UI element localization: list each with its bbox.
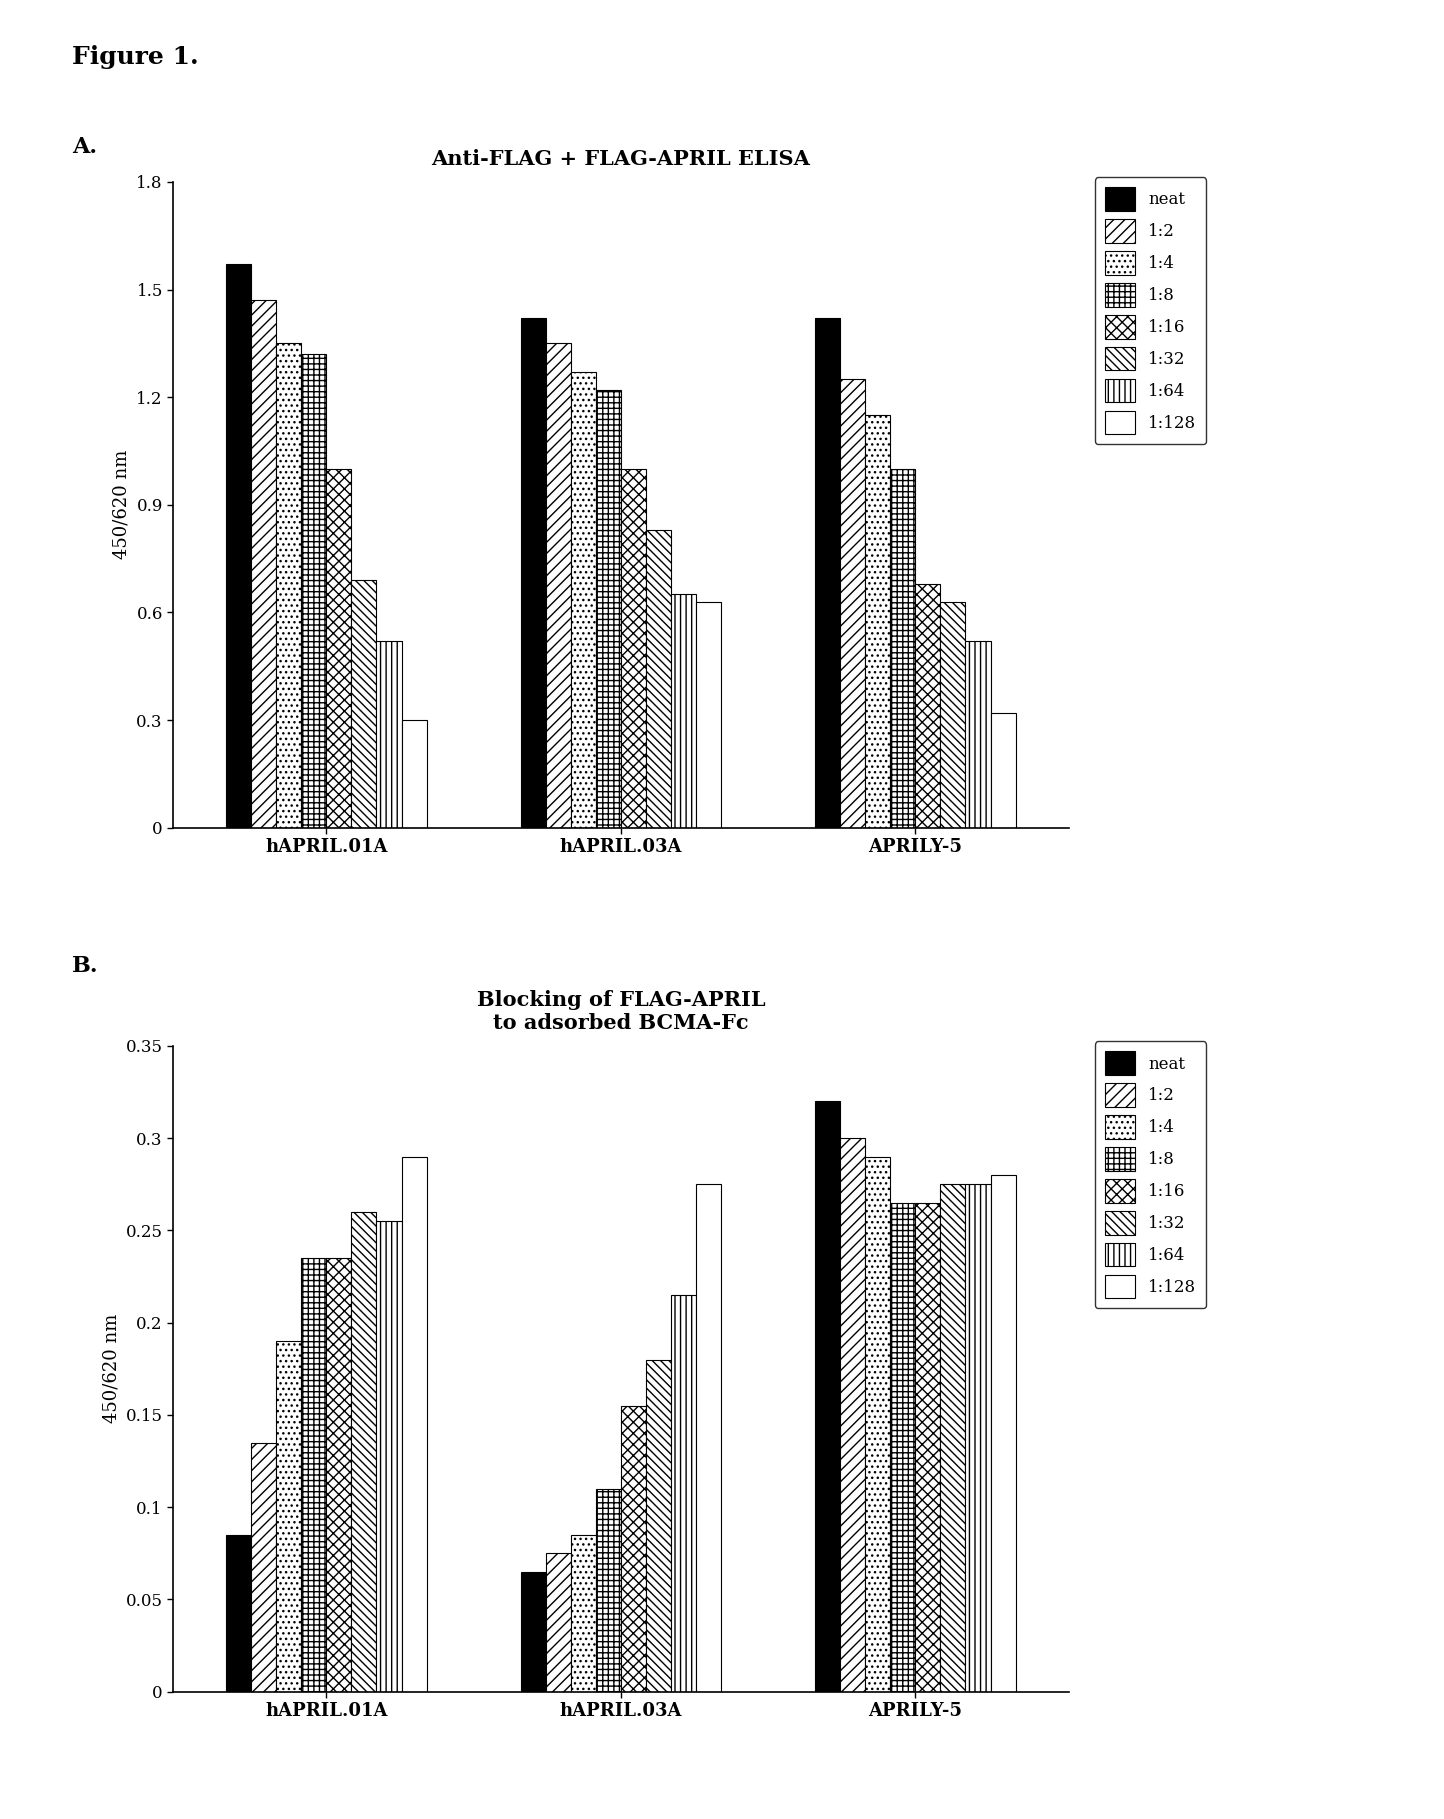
Title: Anti-FLAG + FLAG-APRIL ELISA: Anti-FLAG + FLAG-APRIL ELISA (432, 149, 810, 169)
Bar (915, 584, 940, 828)
Bar (227, 264, 251, 828)
Bar (991, 1175, 1015, 1692)
Bar (696, 602, 721, 828)
Bar (840, 378, 865, 828)
Bar (546, 1553, 570, 1692)
Bar (621, 1406, 645, 1692)
Bar (940, 602, 966, 828)
Bar (671, 1295, 696, 1692)
Bar (377, 640, 401, 828)
Bar (276, 344, 302, 828)
Bar (671, 595, 696, 828)
Bar (865, 415, 891, 828)
Bar (351, 580, 377, 828)
Text: Figure 1.: Figure 1. (72, 45, 199, 69)
Bar (326, 469, 351, 828)
Bar (621, 469, 645, 828)
Bar (891, 1202, 915, 1692)
Bar (570, 373, 596, 828)
Bar (227, 1535, 251, 1692)
Bar (302, 1259, 326, 1692)
Bar (645, 529, 671, 828)
Bar (840, 1139, 865, 1692)
Bar (940, 1184, 966, 1692)
Bar (816, 318, 840, 828)
Bar (377, 1221, 401, 1692)
Bar (596, 389, 621, 828)
Bar (816, 1100, 840, 1692)
Bar (966, 640, 991, 828)
Bar (966, 1184, 991, 1692)
Bar (891, 469, 915, 828)
Bar (596, 1488, 621, 1692)
Legend: neat, 1:2, 1:4, 1:8, 1:16, 1:32, 1:64, 1:128: neat, 1:2, 1:4, 1:8, 1:16, 1:32, 1:64, 1… (1095, 1040, 1206, 1308)
Y-axis label: 450/620 nm: 450/620 nm (103, 1313, 120, 1424)
Bar (865, 1157, 891, 1692)
Legend: neat, 1:2, 1:4, 1:8, 1:16, 1:32, 1:64, 1:128: neat, 1:2, 1:4, 1:8, 1:16, 1:32, 1:64, 1… (1095, 176, 1206, 444)
Bar (276, 1341, 302, 1692)
Bar (251, 1442, 276, 1692)
Bar (326, 1259, 351, 1692)
Title: Blocking of FLAG-APRIL
to adsorbed BCMA-Fc: Blocking of FLAG-APRIL to adsorbed BCMA-… (477, 990, 765, 1033)
Bar (696, 1184, 721, 1692)
Bar (546, 344, 570, 828)
Text: A.: A. (72, 136, 97, 158)
Bar (251, 300, 276, 828)
Bar (302, 355, 326, 828)
Bar (351, 1211, 377, 1692)
Bar (401, 1157, 426, 1692)
Bar (570, 1535, 596, 1692)
Y-axis label: 450/620 nm: 450/620 nm (113, 449, 131, 560)
Bar (991, 713, 1015, 828)
Text: B.: B. (72, 955, 98, 977)
Bar (645, 1359, 671, 1692)
Bar (521, 318, 546, 828)
Bar (521, 1572, 546, 1692)
Bar (915, 1202, 940, 1692)
Bar (401, 720, 426, 828)
